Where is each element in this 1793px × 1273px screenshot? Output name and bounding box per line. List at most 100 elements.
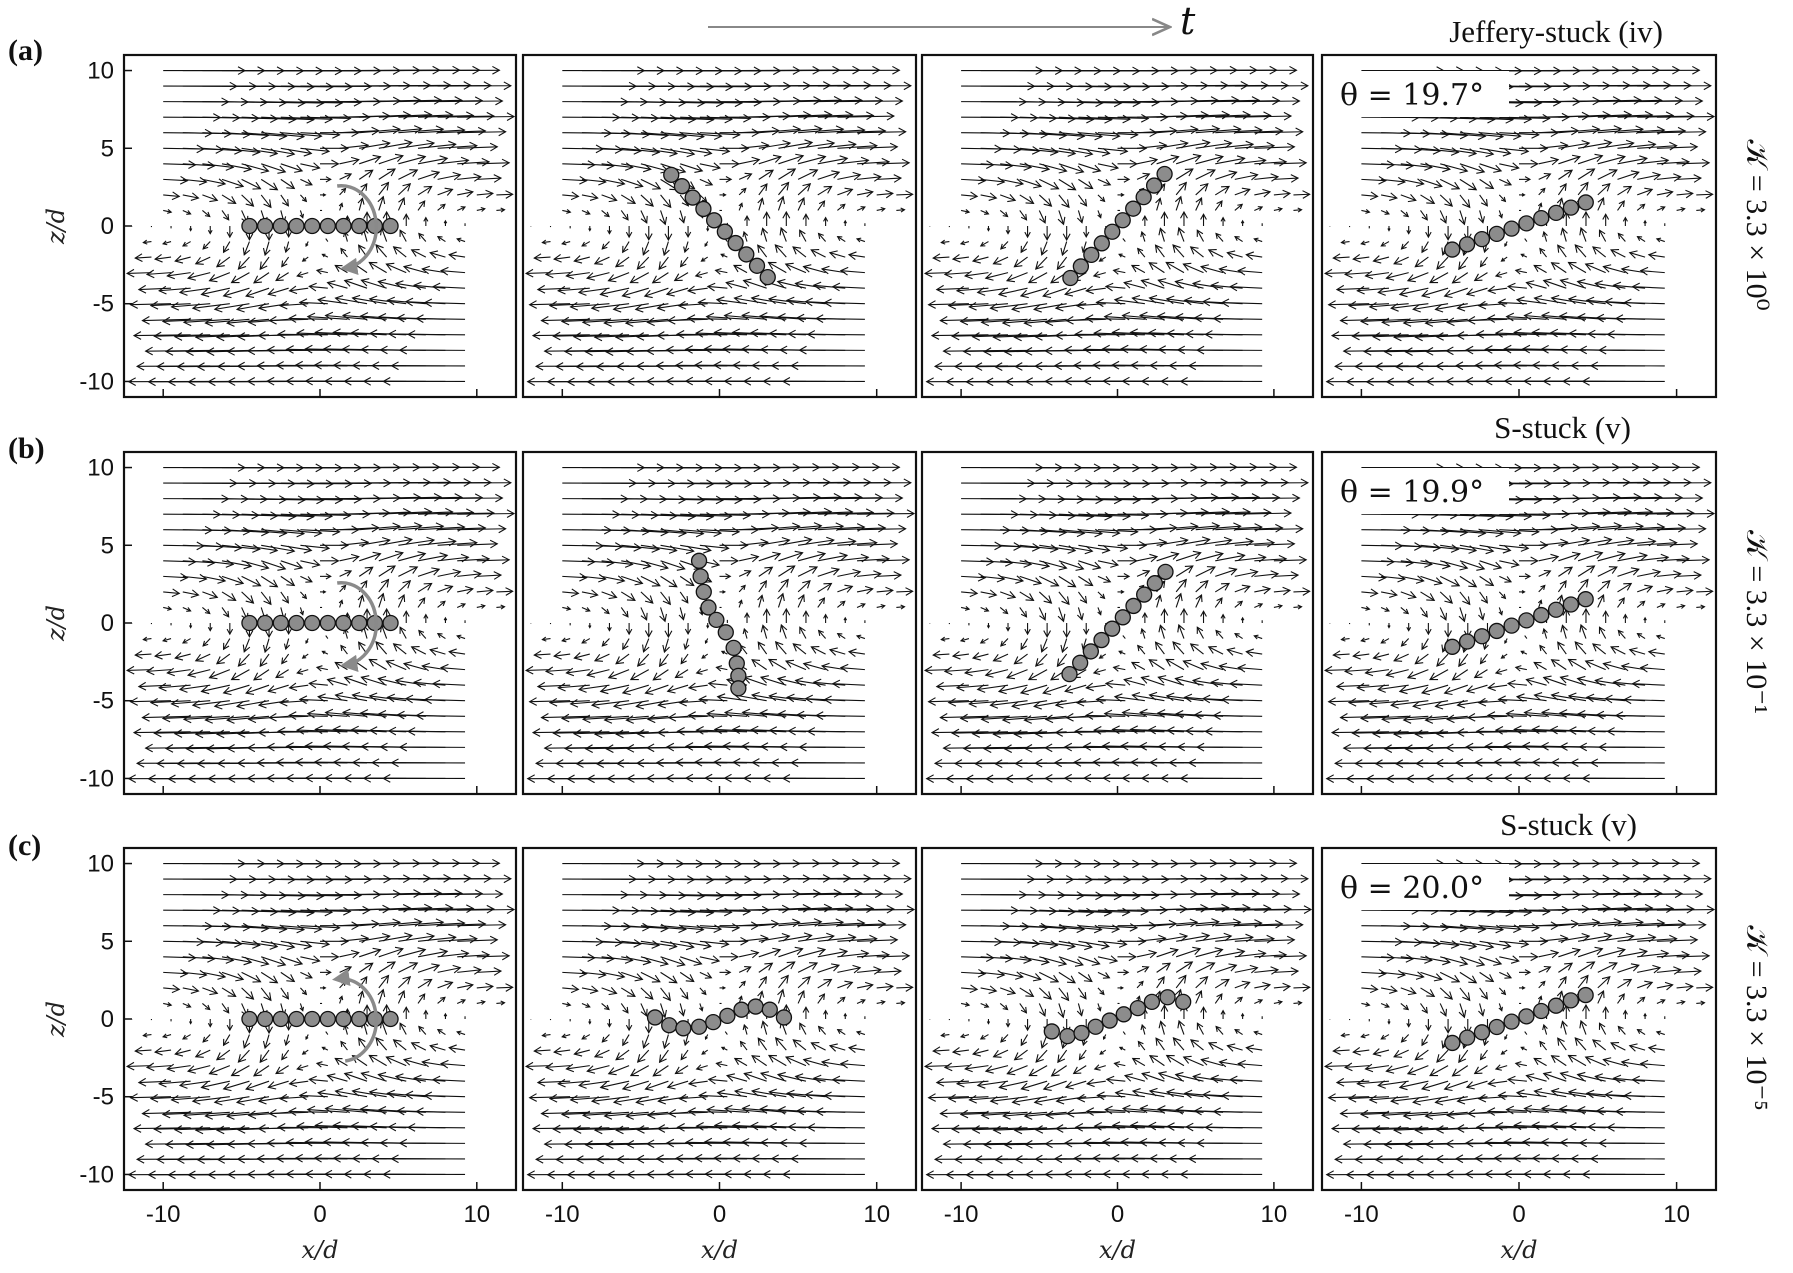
velocity-arrow <box>280 132 322 137</box>
velocity-arrowhead <box>332 725 341 735</box>
velocity-arrowhead <box>785 296 795 306</box>
velocity-arrow <box>1086 684 1106 689</box>
velocity-arrowhead <box>695 668 703 675</box>
velocity-arrowhead <box>1677 126 1687 136</box>
velocity-arrowhead <box>1681 157 1691 167</box>
velocity-arrowhead <box>757 244 765 253</box>
velocity-arrowhead <box>1383 744 1393 753</box>
fiber-bead <box>1072 258 1090 275</box>
velocity-arrowhead <box>1138 143 1148 153</box>
velocity-arrowhead <box>767 295 777 305</box>
velocity-arrow <box>969 700 1009 705</box>
velocity-arrow <box>1131 264 1146 274</box>
velocity-arrow <box>1208 646 1224 655</box>
velocity-arrow <box>1238 667 1263 671</box>
velocity-arrowhead <box>684 742 694 751</box>
velocity-arrow <box>785 263 807 274</box>
velocity-arrowhead <box>533 650 542 659</box>
velocity-arrowhead <box>1165 692 1175 702</box>
velocity-arrowhead <box>590 700 600 709</box>
kappa-label-c: 𝒦 = 3.3 × 10⁻⁵ <box>1740 925 1773 1111</box>
velocity-arrowhead <box>1111 725 1120 735</box>
velocity-arrow <box>743 231 748 242</box>
velocity-arrow <box>259 256 270 270</box>
velocity-arrowhead <box>750 691 760 701</box>
velocity-arrowhead <box>314 328 323 338</box>
velocity-arrow <box>817 200 825 211</box>
velocity-arrowhead <box>1236 552 1246 561</box>
velocity-arrowhead <box>658 261 667 271</box>
velocity-arrowhead <box>424 110 433 120</box>
velocity-arrowhead <box>1298 158 1308 168</box>
fiber-chain <box>690 552 747 697</box>
velocity-arrow <box>541 715 590 719</box>
velocity-arrow <box>998 287 1028 295</box>
velocity-arrow <box>778 565 795 577</box>
velocity-arrowhead <box>295 726 305 735</box>
velocity-arrowhead <box>818 200 826 208</box>
velocity-arrowhead <box>1402 715 1412 724</box>
velocity-arrow <box>660 544 694 552</box>
velocity-arrowhead <box>1442 163 1451 173</box>
velocity-arrowhead <box>1486 314 1496 323</box>
velocity-arrowhead <box>1493 360 1502 370</box>
velocity-arrowhead <box>1020 610 1028 618</box>
velocity-arrowhead <box>695 528 705 538</box>
velocity-arrowhead <box>826 139 836 149</box>
y-tick-label: -10 <box>79 765 114 792</box>
velocity-arrowhead <box>760 227 769 236</box>
velocity-arrowhead <box>984 607 990 612</box>
velocity-arrowhead <box>723 773 732 783</box>
velocity-arrowhead <box>357 197 365 205</box>
velocity-arrowhead <box>1241 187 1251 196</box>
velocity-arrow <box>1097 513 1149 517</box>
velocity-arrow <box>300 116 351 120</box>
velocity-arrowhead <box>1013 332 1022 342</box>
velocity-arrow <box>1078 163 1101 172</box>
velocity-arrowhead <box>1101 344 1110 354</box>
velocity-arrowhead <box>1494 726 1504 735</box>
velocity-arrow <box>1165 261 1185 274</box>
velocity-arrow <box>601 163 633 168</box>
velocity-arrow <box>179 684 211 691</box>
velocity-arrow <box>285 638 290 650</box>
velocity-arrowhead <box>673 273 683 282</box>
panel-r1-c1 <box>521 450 918 796</box>
velocity-arrow <box>1234 188 1250 196</box>
velocity-arrowhead <box>855 634 862 640</box>
velocity-arrowhead <box>1189 246 1199 255</box>
velocity-arrowhead <box>1113 296 1123 305</box>
velocity-arrowhead <box>1587 329 1596 339</box>
velocity-arrowhead <box>603 715 613 724</box>
velocity-arrow <box>127 272 152 274</box>
velocity-arrowhead <box>570 191 580 201</box>
velocity-arrowhead <box>1174 278 1184 288</box>
velocity-arrowhead <box>1249 171 1259 181</box>
velocity-arrowhead <box>1404 744 1413 753</box>
velocity-arrow <box>1097 194 1105 202</box>
velocity-arrow <box>687 317 728 320</box>
velocity-arrowhead <box>1174 312 1184 322</box>
velocity-arrowhead <box>635 361 645 371</box>
velocity-arrow <box>1459 163 1485 173</box>
velocity-arrow <box>1058 210 1065 225</box>
velocity-arrow <box>381 624 388 639</box>
velocity-arrow <box>1421 241 1429 253</box>
velocity-arrowhead <box>222 686 232 696</box>
velocity-arrowhead <box>1540 344 1549 354</box>
velocity-arrowhead <box>1377 287 1386 296</box>
velocity-arrow <box>1577 155 1603 165</box>
velocity-arrowhead <box>1180 210 1188 219</box>
velocity-arrowhead <box>176 759 185 768</box>
fiber-bead <box>1473 230 1491 248</box>
velocity-arrowhead <box>665 773 674 783</box>
velocity-arrow <box>581 560 614 564</box>
velocity-arrow <box>1234 527 1283 531</box>
velocity-arrow <box>223 241 231 253</box>
velocity-arrowhead <box>895 493 904 503</box>
velocity-arrow <box>798 128 844 134</box>
velocity-arrow <box>529 303 571 306</box>
velocity-arrowhead <box>351 691 361 701</box>
velocity-arrow <box>792 246 807 258</box>
